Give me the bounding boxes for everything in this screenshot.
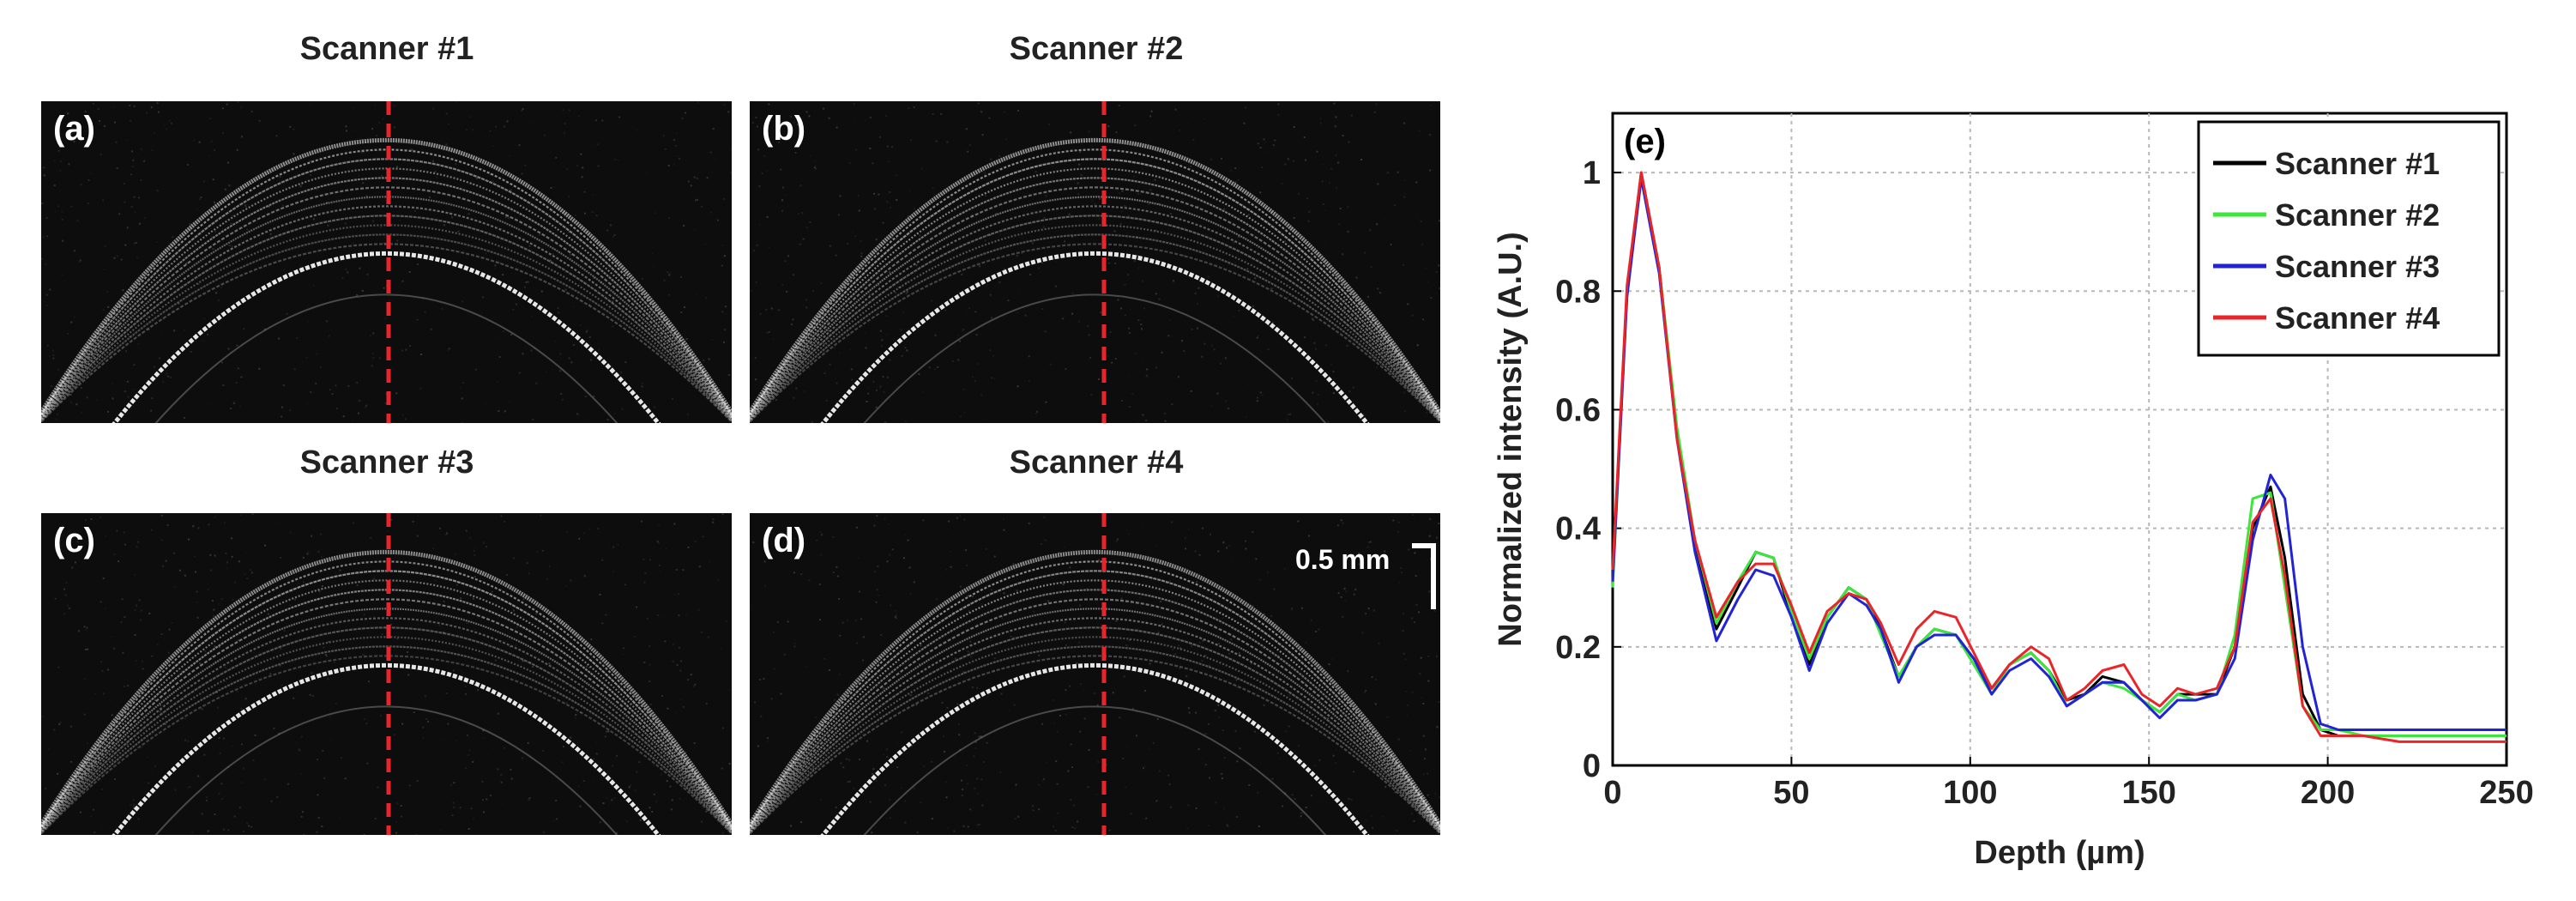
panel-a-title: Scanner #1 — [299, 31, 474, 67]
oct-image-a: (a) — [41, 101, 732, 423]
legend-label-scanner-4: Scanner #4 — [2275, 300, 2440, 336]
x-tick-label: 50 — [1773, 775, 1809, 811]
cornea-scan-c — [41, 513, 732, 835]
grid — [1613, 113, 2507, 765]
axis-ticks: 0 50 100 150 200 250 0 0.2 0.4 0.6 0.8 1 — [1555, 155, 2534, 811]
series-lines — [1611, 171, 2507, 743]
scale-bar — [1412, 543, 1436, 609]
panel-d-title: Scanner #4 — [1009, 444, 1184, 481]
x-tick-label: 0 — [1603, 775, 1621, 811]
series-line-scanner-4 — [1611, 171, 2507, 743]
scale-bar-label: 0.5 mm — [1295, 544, 1391, 575]
panel-label-d: (d) — [762, 522, 806, 559]
y-tick-label: 0.8 — [1555, 274, 1601, 310]
y-tick-label: 1 — [1583, 155, 1601, 191]
legend: Scanner #1 Scanner #2 Scanner #3 Scanner #4 — [2197, 120, 2501, 357]
series-line-scanner-3 — [1611, 177, 2507, 731]
panel-label-b: (b) — [762, 110, 806, 148]
panel-b-title: Scanner #2 — [1009, 31, 1184, 67]
cornea-scan-a — [41, 101, 732, 423]
legend-label-scanner-3: Scanner #3 — [2275, 249, 2440, 284]
x-tick-label: 250 — [2479, 775, 2533, 811]
oct-image-d: (d) 0.5 mm — [750, 513, 1440, 835]
y-tick-label: 0.4 — [1555, 511, 1601, 547]
y-tick-label: 0.6 — [1555, 392, 1601, 428]
oct-image-b: (b) — [750, 101, 1440, 423]
legend-label-scanner-2: Scanner #2 — [2275, 197, 2440, 233]
y-tick-label: 0.2 — [1555, 630, 1601, 666]
x-tick-label: 100 — [1943, 775, 1997, 811]
cornea-scan-d — [750, 513, 1440, 835]
legend-label-scanner-1: Scanner #1 — [2275, 146, 2440, 181]
panel-label-c: (c) — [53, 522, 95, 559]
y-axis-label: Normalized intensity (A.U.) — [1493, 232, 1529, 647]
panel-label-a: (a) — [53, 110, 95, 148]
panel-label-e: (e) — [1624, 123, 1666, 160]
y-tick-label: 0 — [1583, 748, 1601, 784]
cornea-scan-b — [750, 101, 1440, 423]
x-tick-label: 150 — [2121, 775, 2175, 811]
x-tick-label: 200 — [2301, 775, 2355, 811]
x-axis-label: Depth (µm) — [1974, 835, 2145, 871]
oct-image-c: (c) — [41, 513, 732, 835]
panel-c-title: Scanner #3 — [299, 444, 474, 481]
